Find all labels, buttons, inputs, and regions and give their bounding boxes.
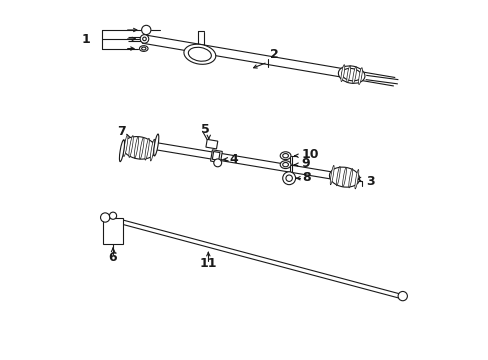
Text: 8: 8 bbox=[302, 171, 311, 184]
Ellipse shape bbox=[352, 67, 356, 84]
Ellipse shape bbox=[150, 139, 154, 161]
Ellipse shape bbox=[183, 44, 215, 64]
Ellipse shape bbox=[340, 65, 344, 82]
Circle shape bbox=[142, 37, 146, 41]
Text: 3: 3 bbox=[365, 175, 374, 188]
Text: 11: 11 bbox=[199, 257, 217, 270]
Text: 2: 2 bbox=[270, 49, 279, 62]
Text: 9: 9 bbox=[301, 157, 310, 170]
Ellipse shape bbox=[139, 138, 143, 159]
Circle shape bbox=[101, 213, 110, 222]
Circle shape bbox=[142, 25, 151, 35]
Ellipse shape bbox=[346, 66, 350, 82]
Text: 1: 1 bbox=[81, 33, 90, 46]
Ellipse shape bbox=[122, 136, 156, 159]
Ellipse shape bbox=[338, 66, 364, 84]
Ellipse shape bbox=[153, 134, 159, 156]
Ellipse shape bbox=[336, 166, 340, 186]
Circle shape bbox=[285, 175, 292, 181]
Ellipse shape bbox=[188, 47, 211, 61]
Circle shape bbox=[397, 292, 407, 301]
Text: 7: 7 bbox=[117, 125, 125, 138]
Ellipse shape bbox=[329, 167, 359, 187]
Bar bbox=[212, 152, 220, 160]
Ellipse shape bbox=[142, 47, 145, 50]
Text: 5: 5 bbox=[201, 123, 209, 136]
Ellipse shape bbox=[129, 136, 133, 157]
Ellipse shape bbox=[358, 68, 362, 85]
Ellipse shape bbox=[348, 168, 352, 188]
Text: 6: 6 bbox=[108, 251, 117, 264]
Ellipse shape bbox=[144, 138, 149, 160]
Ellipse shape bbox=[123, 135, 128, 157]
Circle shape bbox=[282, 172, 295, 185]
Ellipse shape bbox=[280, 161, 290, 168]
Ellipse shape bbox=[139, 46, 148, 51]
Ellipse shape bbox=[341, 68, 361, 81]
Ellipse shape bbox=[213, 159, 221, 167]
Ellipse shape bbox=[329, 165, 333, 185]
Text: 4: 4 bbox=[229, 153, 238, 166]
Text: 10: 10 bbox=[301, 148, 319, 161]
Bar bbox=[103, 217, 123, 244]
Ellipse shape bbox=[280, 152, 290, 159]
Circle shape bbox=[140, 35, 148, 43]
Bar bbox=[210, 150, 222, 163]
Ellipse shape bbox=[282, 162, 288, 167]
Ellipse shape bbox=[354, 170, 358, 189]
Ellipse shape bbox=[119, 140, 124, 162]
Ellipse shape bbox=[134, 136, 139, 158]
Bar bbox=[205, 139, 217, 149]
Circle shape bbox=[109, 212, 116, 219]
Ellipse shape bbox=[342, 167, 346, 187]
Ellipse shape bbox=[282, 154, 288, 158]
